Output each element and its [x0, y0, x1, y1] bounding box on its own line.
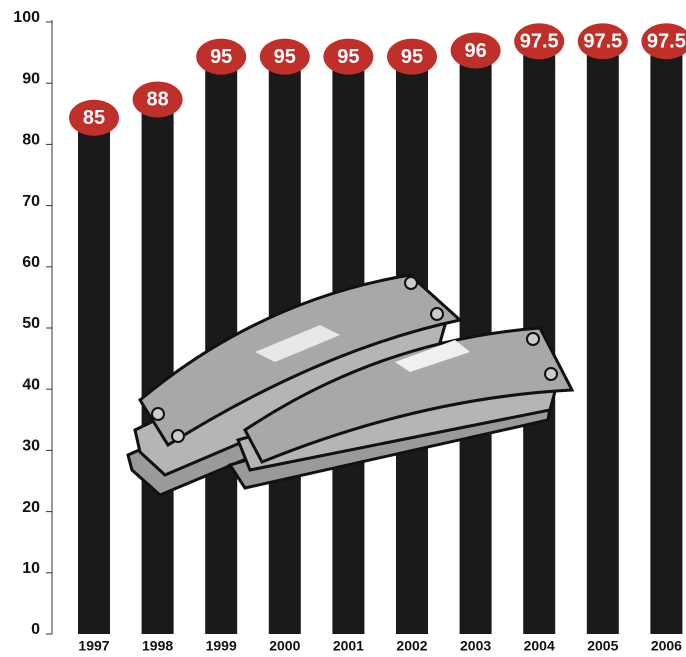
value-badge — [132, 81, 183, 118]
y-tick-label: 20 — [22, 499, 40, 516]
value-label: 88 — [146, 89, 168, 111]
labels: 85 88 95 95 95 95 96 97.5 97.5 97.5 — [69, 23, 686, 136]
y-tick-label: 40 — [22, 376, 40, 393]
y-tick-label: 0 — [31, 621, 40, 638]
y-tick-label: 30 — [22, 438, 40, 455]
bar — [586, 37, 619, 635]
value-label: 85 — [83, 107, 105, 129]
y-tick-label: 50 — [22, 315, 40, 332]
x-tick-label: 2004 — [524, 638, 555, 654]
value-badge — [641, 23, 686, 60]
value-badge — [514, 23, 565, 60]
value-label: 96 — [464, 40, 486, 62]
value-label: 95 — [274, 46, 296, 68]
bar — [650, 37, 683, 635]
y-tick-label: 10 — [22, 560, 40, 577]
value-label: 97.5 — [647, 31, 686, 53]
y-tick-label: 70 — [22, 193, 40, 210]
value-label: 95 — [210, 46, 232, 68]
y-tick-label: 90 — [22, 70, 40, 87]
x-tick-label: 2003 — [460, 638, 491, 654]
value-badge — [450, 32, 501, 69]
value-badge — [196, 38, 247, 75]
leaf-spring-illustration — [126, 273, 575, 497]
value-badge — [323, 38, 374, 75]
value-badge — [259, 38, 310, 75]
value-badge — [69, 99, 119, 136]
x-tick-label: 2006 — [651, 638, 682, 654]
value-label: 97.5 — [520, 31, 559, 53]
x-tick-label: 1997 — [78, 638, 109, 654]
y-tick-label: 80 — [22, 132, 40, 149]
x-tick-label: 2002 — [396, 638, 427, 654]
value-label: 95 — [401, 46, 423, 68]
value-label: 97.5 — [583, 31, 622, 53]
x-tick-label: 1998 — [142, 638, 173, 654]
value-label: 95 — [337, 46, 359, 68]
bar — [78, 113, 110, 635]
y-tick-label: 100 — [13, 9, 40, 26]
x-tick-label: 2005 — [587, 638, 618, 654]
x-tick-label: 2001 — [333, 638, 364, 654]
bar — [141, 95, 174, 634]
value-badge — [577, 23, 628, 60]
y-tick-label: 60 — [22, 254, 40, 271]
x-tick-label: 1999 — [206, 638, 237, 654]
x-tick-label: 2000 — [269, 638, 300, 654]
value-badge — [387, 38, 437, 75]
